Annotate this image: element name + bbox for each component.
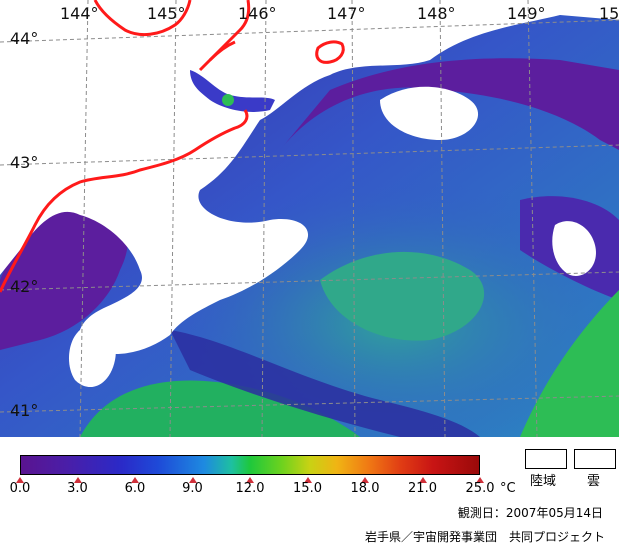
temperature-unit: °C (500, 481, 516, 496)
color-scale-tick (188, 477, 197, 483)
cloud-patch-southwest (68, 326, 116, 388)
longitude-labels: 144° 145° 146° 147° 148° 149° 15 (60, 4, 619, 23)
longitude-label: 147° (327, 4, 366, 23)
color-scale-tick-label: 18.0 (350, 481, 380, 496)
land-and-cloud-mass (0, 0, 619, 354)
warm-spot-island (222, 94, 234, 106)
sea-surface-temperature-map: 144° 145° 146° 147° 148° 149° 15 44° 43°… (0, 0, 619, 437)
cloud-swatch (574, 449, 616, 469)
small-island (315, 40, 345, 64)
color-scale-tick-label: 3.0 (67, 481, 88, 496)
cold-water-island-patch (190, 70, 275, 112)
observation-date: 観測日：2007年05月14日 (457, 506, 603, 520)
color-scale-tick (246, 477, 254, 483)
color-scale-tick (16, 477, 24, 483)
warm-water-south (80, 380, 360, 437)
color-scale-ticks (16, 477, 484, 483)
warm-water-southeast (520, 290, 619, 437)
coastline (0, 0, 345, 293)
color-scale-tick-label: 9.0 (182, 481, 203, 496)
cold-water-north (280, 58, 619, 150)
latitude-label: 41° (10, 401, 38, 420)
color-scale-tick-label: 6.0 (124, 481, 146, 496)
latitude-label: 44° (10, 29, 38, 48)
cloud-patch-northeast (380, 86, 479, 140)
longitude-label: 15 (599, 4, 619, 23)
latitude-label: 43° (10, 153, 38, 172)
land-label: 陸域 (530, 474, 557, 489)
latitude-label: 42° (10, 277, 38, 296)
color-scale-tick (131, 477, 139, 483)
color-scale-tick-label: 25.0 (465, 481, 495, 496)
longitude-label: 146° (238, 4, 277, 23)
color-scale-tick (361, 477, 369, 483)
color-scale-tick-label: 0.0 (9, 481, 31, 496)
temperature-color-scale (20, 455, 480, 475)
color-scale-tick (73, 477, 82, 483)
cloud-patch-east (552, 221, 596, 276)
longitude-label: 148° (417, 4, 456, 23)
project-credit: 岩手県／宇宙開発事業団 共同プロジェクト (364, 530, 605, 544)
longitude-label: 144° (60, 4, 99, 23)
cloud-label: 雲 (587, 474, 601, 489)
cold-front-band (170, 330, 480, 437)
color-scale-tick (418, 477, 427, 483)
graticule (0, 0, 619, 437)
color-scale-tick-label: 12.0 (235, 481, 265, 496)
land-swatch (525, 449, 567, 469)
longitude-label: 149° (507, 4, 546, 23)
color-scale-tick (476, 477, 484, 483)
color-scale-tick-label: 15.0 (293, 481, 322, 496)
color-scale-tick (303, 477, 312, 483)
longitude-label: 145° (147, 4, 186, 23)
color-scale-tick-label: 21.0 (408, 481, 437, 496)
latitude-labels: 44° 43° 42° 41° (10, 29, 38, 420)
